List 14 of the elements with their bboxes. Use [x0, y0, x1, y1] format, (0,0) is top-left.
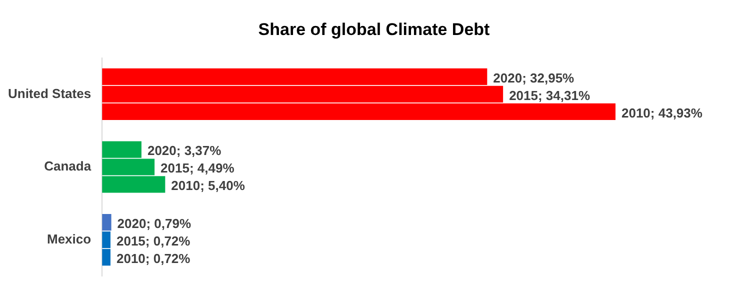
y-tick-label: United States: [8, 86, 92, 101]
chart-title: Share of global Climate Debt: [257, 20, 491, 40]
data-label: 2020; 32,95%: [493, 70, 575, 86]
data-label: 2010; 0,72%: [116, 250, 191, 266]
data-label: 2010; 43,93%: [621, 105, 703, 120]
y-tick-label: Mexico: [46, 231, 92, 246]
data-label: 2020; 3,37%: [147, 143, 222, 158]
data-label: 2015; 4,49%: [160, 160, 235, 176]
data-label: 2015; 34,31%: [509, 88, 590, 103]
y-tick-label: Canada: [44, 158, 92, 174]
data-label: 2015; 0,72%: [116, 233, 191, 248]
data-label: 2010; 5,40%: [171, 178, 246, 194]
bar: [102, 214, 112, 231]
data-label: 2020; 0,79%: [117, 216, 192, 231]
